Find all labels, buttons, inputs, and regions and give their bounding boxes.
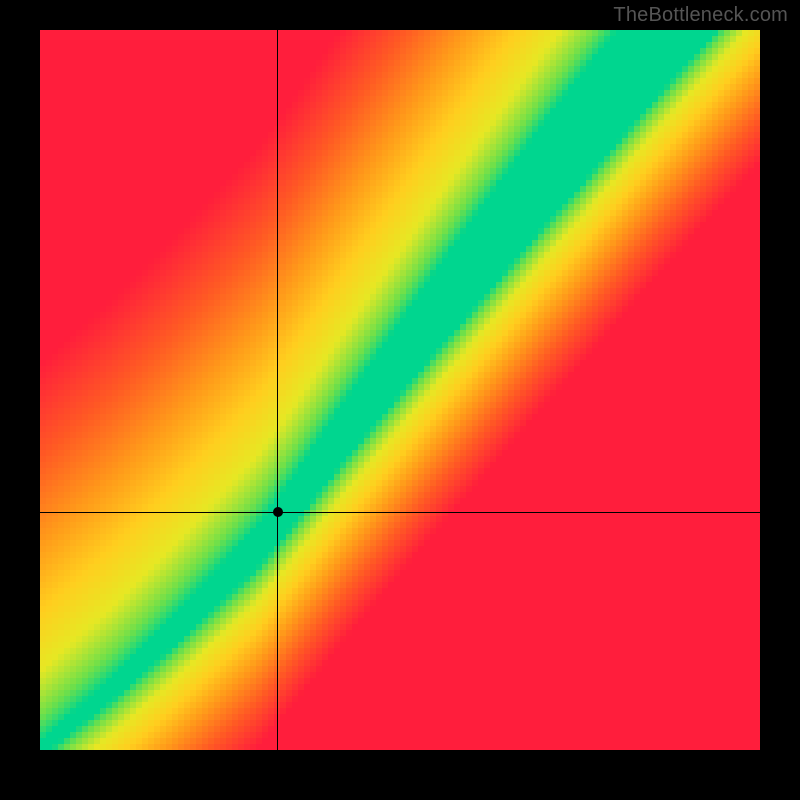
heatmap-canvas — [40, 30, 760, 750]
plot-area — [40, 30, 760, 750]
marker-dot — [273, 507, 283, 517]
crosshair-horizontal — [40, 512, 760, 513]
root-container: TheBottleneck.com — [0, 0, 800, 800]
crosshair-vertical — [277, 30, 278, 750]
watermark-text: TheBottleneck.com — [613, 4, 788, 27]
